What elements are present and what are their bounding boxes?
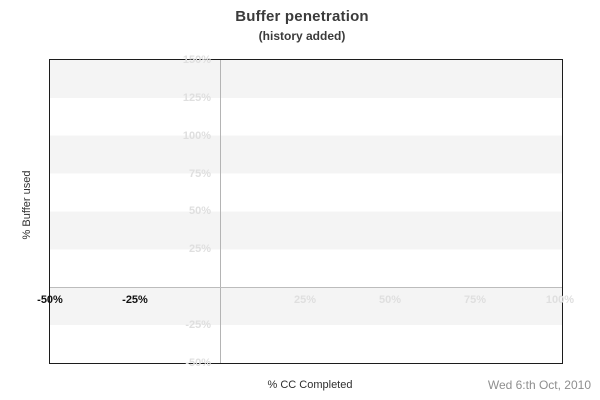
y-tick-125: 125% bbox=[182, 92, 211, 104]
y-axis-zero-line bbox=[220, 60, 221, 363]
y-tick-150: 150% bbox=[182, 54, 211, 66]
plot-area bbox=[49, 59, 563, 364]
x-tick-100: 100% bbox=[545, 294, 575, 306]
x-tick-50: 50% bbox=[378, 294, 402, 306]
y-tick-50: 50% bbox=[188, 205, 211, 217]
x-tick-75: 75% bbox=[463, 294, 487, 306]
y-tick-neg-25: -25% bbox=[185, 319, 211, 331]
y-tick-100: 100% bbox=[182, 130, 211, 142]
x-tick-neg-50: -50% bbox=[37, 294, 63, 306]
x-axis-title: % CC Completed bbox=[267, 379, 353, 391]
y-axis-title: % Buffer used bbox=[21, 170, 33, 240]
y-tick-75: 75% bbox=[188, 168, 211, 180]
chart-title: Buffer penetration bbox=[235, 8, 369, 25]
x-tick-25: 25% bbox=[293, 294, 317, 306]
y-tick-25: 25% bbox=[188, 243, 211, 255]
x-axis-zero-line bbox=[50, 287, 562, 288]
x-tick-neg-25: -25% bbox=[122, 294, 148, 306]
date-label: Wed 6:th Oct, 2010 bbox=[487, 378, 591, 392]
chart-subtitle: (history added) bbox=[258, 29, 346, 43]
y-tick-neg-50: -50% bbox=[185, 357, 211, 369]
